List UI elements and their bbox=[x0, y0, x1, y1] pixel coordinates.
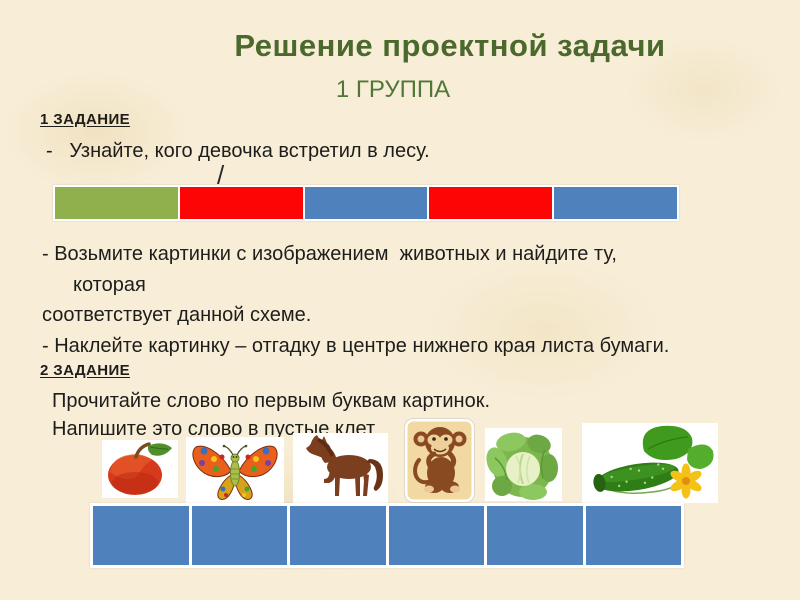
answer-cell-2 bbox=[191, 506, 287, 565]
slide-title: Решение проектной задачи bbox=[234, 28, 666, 63]
butterfly-icon bbox=[186, 437, 284, 503]
scheme-segment-blue bbox=[304, 187, 428, 219]
answer-cell-4 bbox=[388, 506, 484, 565]
task1-bullet1: - Узнайте, кого девочка встретил в лесу. bbox=[46, 140, 430, 162]
butterfly-image bbox=[186, 437, 284, 503]
scheme-segment-blue-2 bbox=[554, 187, 677, 219]
task2-line1: Прочитайте слово по первым буквам картин… bbox=[52, 390, 491, 412]
scheme-segment-red-2 bbox=[429, 187, 553, 219]
slide-subtitle: 1 ГРУППА bbox=[335, 76, 451, 103]
answer-cell-6 bbox=[585, 506, 681, 565]
task1-bullet2-line1: - Возьмите картинки с изображением живот… bbox=[42, 243, 617, 265]
apple-image bbox=[102, 440, 178, 498]
cucumber-icon bbox=[582, 423, 718, 503]
cucumber-flower bbox=[670, 463, 702, 499]
answer-cell-3 bbox=[290, 506, 386, 565]
scheme-segment-green bbox=[55, 187, 178, 219]
scheme-segment-red bbox=[179, 187, 303, 219]
horse-image bbox=[293, 433, 388, 503]
task2-heading: 2 ЗАДАНИЕ bbox=[40, 362, 131, 379]
answer-cell-5 bbox=[487, 506, 583, 565]
monkey-icon bbox=[404, 418, 475, 503]
apple-icon bbox=[102, 440, 178, 498]
task1-line3: соответствует данной схеме. bbox=[42, 304, 312, 326]
answer-cell-1 bbox=[93, 506, 189, 565]
task1-heading: 1 ЗАДАНИЕ bbox=[40, 111, 131, 128]
sound-scheme bbox=[53, 185, 679, 221]
horse-icon bbox=[293, 433, 388, 503]
cabbage-image bbox=[485, 428, 562, 501]
stress-mark: / bbox=[217, 160, 225, 190]
cabbage-icon bbox=[485, 428, 562, 501]
task1-bullet2-line2: которая bbox=[73, 274, 146, 296]
cucumber-image bbox=[582, 423, 718, 503]
monkey-image bbox=[404, 418, 475, 503]
answer-cells-row bbox=[90, 503, 684, 568]
task1-line4: - Наклейте картинку – отгадку в центре н… bbox=[42, 335, 670, 357]
